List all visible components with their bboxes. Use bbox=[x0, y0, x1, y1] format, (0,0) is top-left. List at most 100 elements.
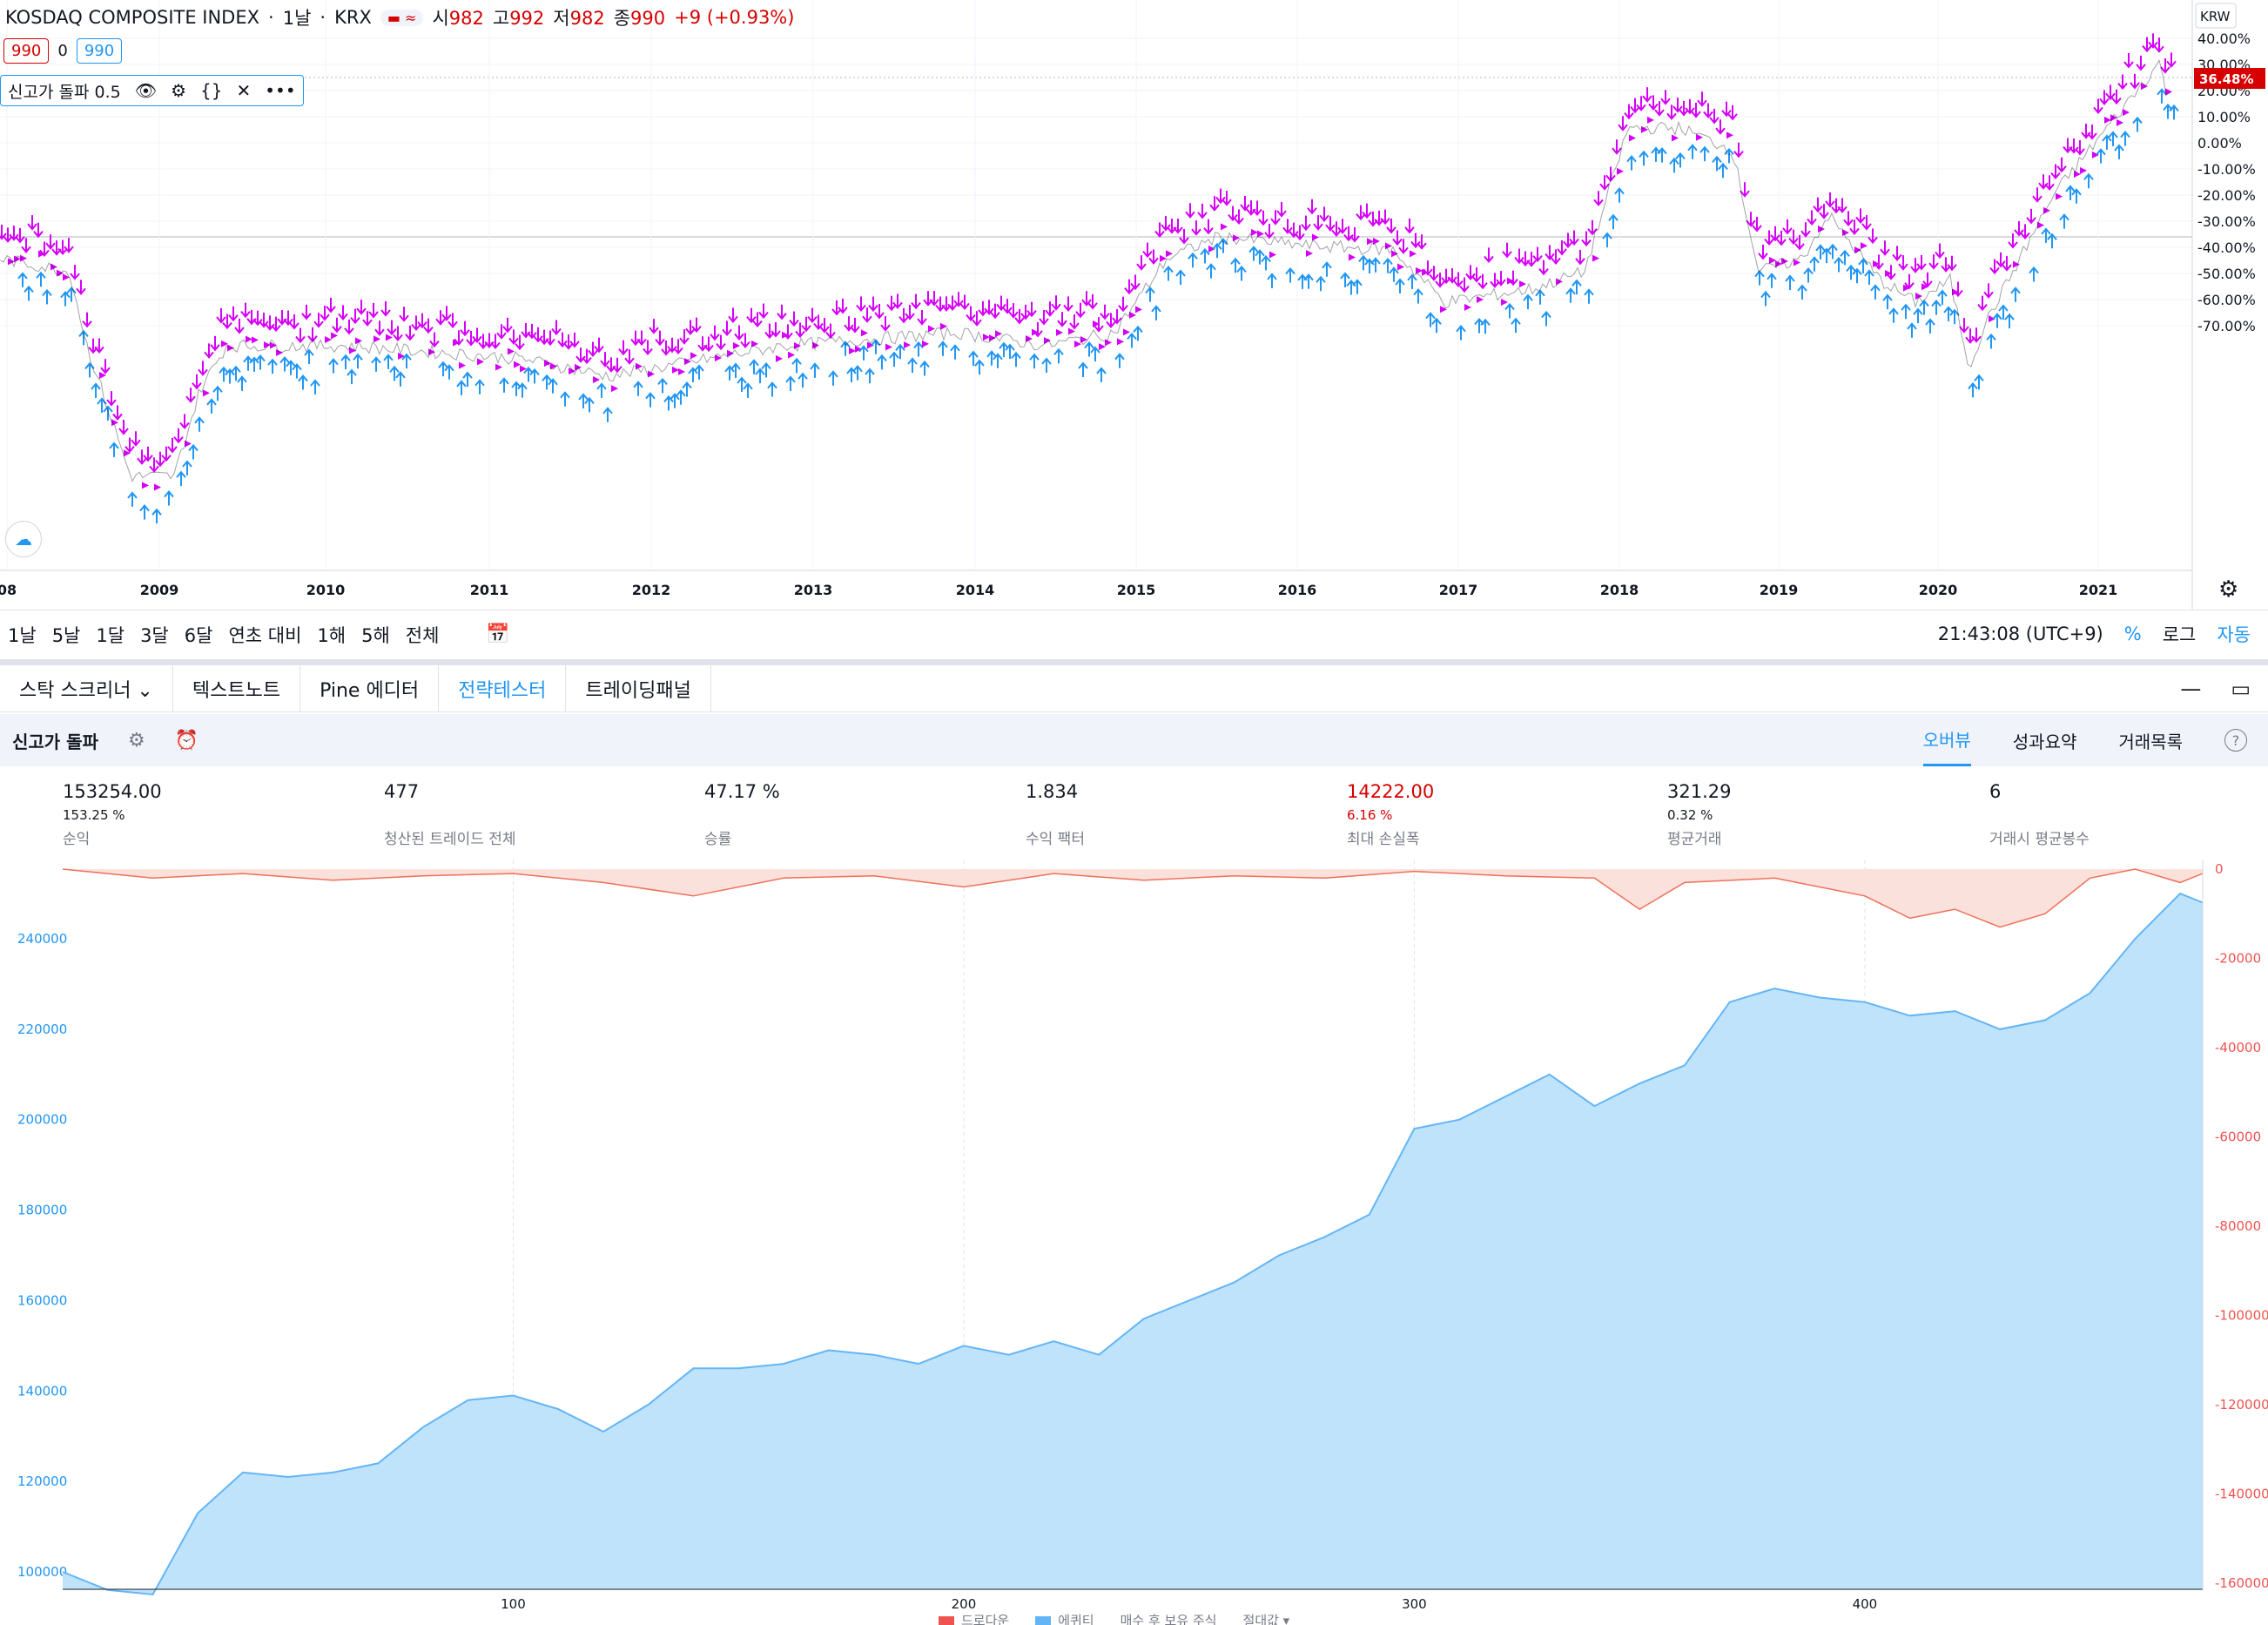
sell-signal-head bbox=[1563, 240, 1573, 248]
legend-item-buy-hold[interactable]: 매수 후 보유 주식 bbox=[1120, 1613, 1217, 1625]
sell-signal-head bbox=[661, 348, 671, 356]
stat-max-drawdown: 14222.00 6.16 % 최대 손실폭 bbox=[1347, 781, 1634, 848]
buy-signal-head bbox=[1206, 263, 1216, 271]
buy-signal-head bbox=[1114, 353, 1125, 361]
strategy-name[interactable]: 신고가 돌파 bbox=[12, 731, 98, 752]
entry-marker bbox=[142, 482, 149, 489]
sell-signal-head bbox=[1496, 279, 1506, 287]
buy-signal-head bbox=[767, 381, 777, 389]
symbol-name[interactable]: KOSDAQ COMPOSITE INDEX bbox=[5, 7, 260, 28]
buy-signal-head bbox=[1236, 265, 1247, 273]
log-scale-button[interactable]: 로그 bbox=[2162, 624, 2197, 645]
tradingview-logo-icon[interactable]: ☁ bbox=[5, 521, 42, 557]
source-code-icon[interactable]: {} bbox=[200, 80, 223, 101]
chart-settings-gear-icon[interactable]: ⚙ bbox=[2218, 577, 2239, 603]
entry-marker bbox=[1885, 270, 1892, 278]
sell-signal-head bbox=[618, 348, 629, 356]
legend-item-equity[interactable]: 에퀴티 bbox=[1035, 1611, 1094, 1625]
buy-signal-head bbox=[1322, 261, 1332, 269]
tab-pine-editor[interactable]: Pine 에디터 bbox=[300, 665, 440, 711]
buy-signal-head bbox=[1943, 306, 1954, 314]
indicator-legend[interactable]: 신고가 돌파 0.5 👁 ⚙ {} ✕ ••• bbox=[0, 75, 304, 106]
main-price-chart[interactable]: 540.00%30.00%20.00%10.00%0.00%-10.00%-20… bbox=[0, 0, 2268, 610]
sell-signal-head bbox=[1721, 110, 1732, 118]
buy-signal-head bbox=[785, 375, 796, 383]
eye-icon[interactable]: 👁 bbox=[134, 80, 158, 101]
tab-text-notes[interactable]: 텍스트노트 bbox=[173, 665, 301, 711]
sell-signal-head bbox=[45, 242, 56, 250]
tab-stock-screener[interactable]: 스탁 스크리너 ⌄ bbox=[0, 665, 173, 711]
sell-signal-head bbox=[1758, 253, 1768, 260]
compare-toggle-icon[interactable]: ▬ ≈ bbox=[380, 9, 424, 26]
sell-signal-head bbox=[1727, 113, 1738, 121]
buy-signal-head bbox=[279, 355, 290, 364]
entry-marker bbox=[550, 362, 557, 370]
legend-absolute-dropdown[interactable]: 절대값 ▾ bbox=[1242, 1613, 1290, 1625]
tab-trading-panel[interactable]: 트레이딩패널 bbox=[566, 665, 711, 711]
buy-signal-head bbox=[663, 394, 674, 403]
percent-scale-button[interactable]: % bbox=[2123, 624, 2142, 644]
alert-clock-icon[interactable]: ⏰ bbox=[174, 729, 199, 752]
strategy-settings-gear-icon[interactable]: ⚙ bbox=[127, 729, 145, 752]
sell-signal-head bbox=[1855, 216, 1866, 224]
tab-performance-summary[interactable]: 성과요약 bbox=[2012, 731, 2077, 752]
sell-signal-head bbox=[825, 331, 836, 340]
auto-scale-button[interactable]: 자동 bbox=[2217, 624, 2251, 645]
clock[interactable]: 21:43:08 (UTC+9) bbox=[1937, 624, 2103, 644]
buy-signal-head bbox=[1303, 273, 1314, 281]
x-tick-label: 2015 bbox=[1117, 582, 1156, 598]
entry-marker bbox=[1044, 337, 1051, 345]
minimize-panel-icon[interactable]: — bbox=[2180, 677, 2202, 701]
sell-signal-head bbox=[295, 335, 306, 344]
entry-marker bbox=[1818, 226, 1825, 233]
buy-price-button[interactable]: 990 bbox=[76, 38, 123, 64]
sell-signal-head bbox=[131, 439, 141, 447]
range-5d[interactable]: 5날 bbox=[51, 624, 81, 646]
sell-signal-head bbox=[1526, 260, 1537, 267]
goto-date-icon[interactable]: 📅 bbox=[486, 624, 510, 645]
sell-price-button[interactable]: 990 bbox=[3, 38, 50, 64]
legend-item-drawdown[interactable]: 드로다운 bbox=[939, 1611, 1009, 1625]
tab-overview[interactable]: 오버뷰 bbox=[1922, 714, 1971, 766]
sell-signal-head bbox=[1624, 112, 1634, 120]
buy-signal-head bbox=[1395, 278, 1405, 286]
buy-signal-head bbox=[97, 397, 107, 405]
range-3m[interactable]: 3달 bbox=[140, 624, 169, 646]
sell-signal-head bbox=[1203, 227, 1214, 235]
range-6m[interactable]: 6달 bbox=[184, 624, 213, 646]
tab-trade-list[interactable]: 거래목록 bbox=[2118, 731, 2183, 752]
buy-signal-head bbox=[1858, 258, 1868, 266]
sell-signal-head bbox=[1630, 105, 1640, 114]
range-1d[interactable]: 1날 bbox=[8, 624, 37, 646]
panel-resize-handle[interactable] bbox=[0, 659, 2268, 665]
range-ytd[interactable]: 연초 대비 bbox=[228, 624, 302, 646]
equity-drawdown-chart[interactable]: 100 200 300 400 240000 220000 200000 180000 1600… bbox=[0, 853, 2268, 1611]
buy-signal-head bbox=[1919, 299, 1929, 307]
range-1m[interactable]: 1달 bbox=[96, 624, 125, 646]
sell-signal-head bbox=[362, 319, 373, 327]
sell-signal-head bbox=[1002, 307, 1013, 314]
y-tick-label: -50.00% bbox=[2197, 266, 2256, 282]
help-icon[interactable]: ? bbox=[2224, 729, 2247, 752]
sell-signal-head bbox=[2111, 97, 2122, 105]
maximize-panel-icon[interactable]: ▭ bbox=[2231, 677, 2251, 701]
sell-signal-head bbox=[1423, 268, 1433, 276]
entry-marker bbox=[428, 348, 435, 356]
close-icon[interactable]: ✕ bbox=[236, 80, 252, 101]
sell-signal-head bbox=[813, 322, 824, 331]
buy-signal-head bbox=[529, 367, 540, 376]
interval-label[interactable]: 1날 bbox=[282, 8, 312, 29]
sell-signal-head bbox=[283, 318, 293, 327]
buy-signal-head bbox=[1352, 279, 1363, 287]
x-tick-label: 2020 bbox=[1919, 582, 1958, 598]
range-all[interactable]: 전체 bbox=[405, 624, 440, 646]
more-icon[interactable]: ••• bbox=[265, 80, 296, 101]
range-1y[interactable]: 1해 bbox=[317, 624, 347, 646]
range-5y[interactable]: 5해 bbox=[361, 624, 390, 646]
sell-signal-head bbox=[1928, 262, 1939, 270]
entry-marker bbox=[50, 263, 57, 271]
buy-signal-head bbox=[444, 364, 454, 372]
gear-icon[interactable]: ⚙ bbox=[171, 80, 187, 101]
tab-strategy-tester[interactable]: 전략테스터 bbox=[439, 665, 567, 711]
sell-signal-head bbox=[1752, 225, 1762, 233]
